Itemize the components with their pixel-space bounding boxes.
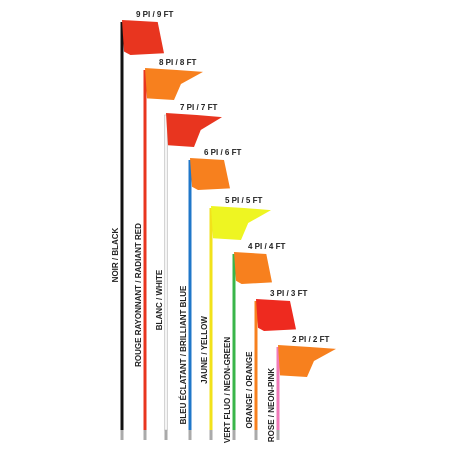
size-label: 3 PI / 3 FT <box>270 289 307 298</box>
size-label: 5 PI / 5 FT <box>225 196 262 205</box>
color-label: BLEU ÉCLATANT / BRILLIANT BLUE <box>179 285 188 424</box>
flag <box>234 252 272 284</box>
size-label: 7 PI / 7 FT <box>180 103 217 112</box>
pole <box>209 208 213 430</box>
color-label: BLANC / WHITE <box>155 269 164 330</box>
pole-tip <box>209 430 213 440</box>
pole-tip <box>232 430 236 440</box>
color-label: ROUGE RAYONNANT / RADIANT RED <box>134 223 143 367</box>
pole-tip <box>120 430 124 440</box>
color-label: VERT FLUO / NEON-GREEN <box>223 337 232 443</box>
size-label: 8 PI / 8 FT <box>159 58 196 67</box>
size-label: 6 PI / 6 FT <box>204 148 241 157</box>
pole <box>232 254 236 430</box>
flag <box>190 158 230 190</box>
pole <box>143 70 147 430</box>
pole-tip <box>164 430 168 440</box>
size-label: 2 PI / 2 FT <box>292 335 329 344</box>
flag <box>278 345 336 377</box>
color-label: JAUNE / YELLOW <box>200 316 209 384</box>
color-label: NOIR / BLACK <box>111 227 120 282</box>
flag <box>145 68 203 100</box>
color-label: ORANGE / ORANGE <box>245 351 254 429</box>
flag <box>256 299 296 331</box>
pole-tip <box>143 430 147 440</box>
flag <box>166 113 222 147</box>
size-label: 9 PI / 9 FT <box>136 10 173 19</box>
pole <box>120 22 124 430</box>
pole-tip <box>254 430 258 440</box>
pole-tip <box>188 430 192 440</box>
pole <box>188 160 192 430</box>
pole-tip <box>276 430 280 440</box>
flag <box>122 20 164 55</box>
pole <box>254 301 258 430</box>
size-label: 4 PI / 4 FT <box>248 242 285 251</box>
pole <box>164 114 168 431</box>
color-label: ROSE / NEON-PINK <box>267 368 276 442</box>
pole <box>276 347 280 430</box>
flag <box>211 206 271 240</box>
